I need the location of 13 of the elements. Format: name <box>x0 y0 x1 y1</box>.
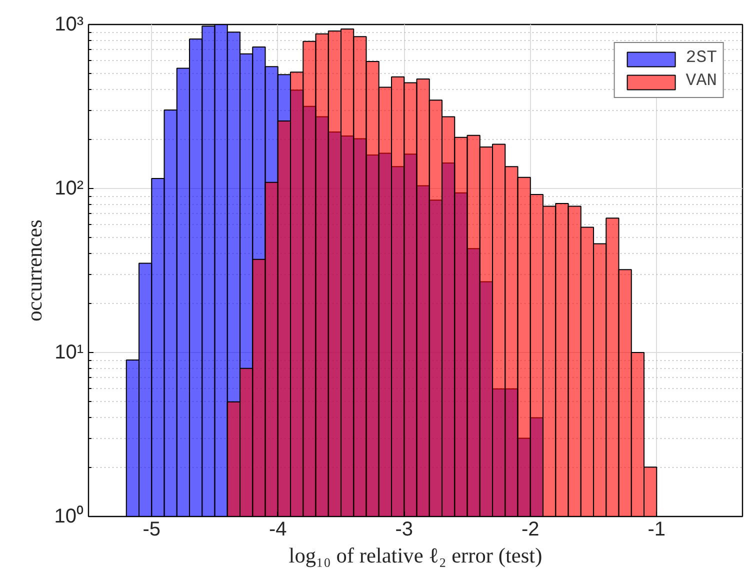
x-tick-label: -3 <box>395 518 414 540</box>
y-tick-label: 10³ <box>54 14 84 36</box>
y-axis-title: occurrences <box>22 220 46 322</box>
y-tick-label: 10¹ <box>54 342 84 364</box>
x-tick-label: -5 <box>142 518 161 540</box>
legend-label: 2ST <box>686 49 717 68</box>
x-tick-label: -4 <box>268 518 287 540</box>
x-tick-label: -2 <box>522 518 540 540</box>
y-tick-label: 10² <box>54 178 84 200</box>
y-tick-label: 10⁰ <box>54 504 84 528</box>
x-axis-title: log₁₀ of relative ℓ₂ error (test) <box>288 544 542 568</box>
legend-label: VAN <box>686 72 717 91</box>
x-tick-label: -1 <box>648 518 666 540</box>
